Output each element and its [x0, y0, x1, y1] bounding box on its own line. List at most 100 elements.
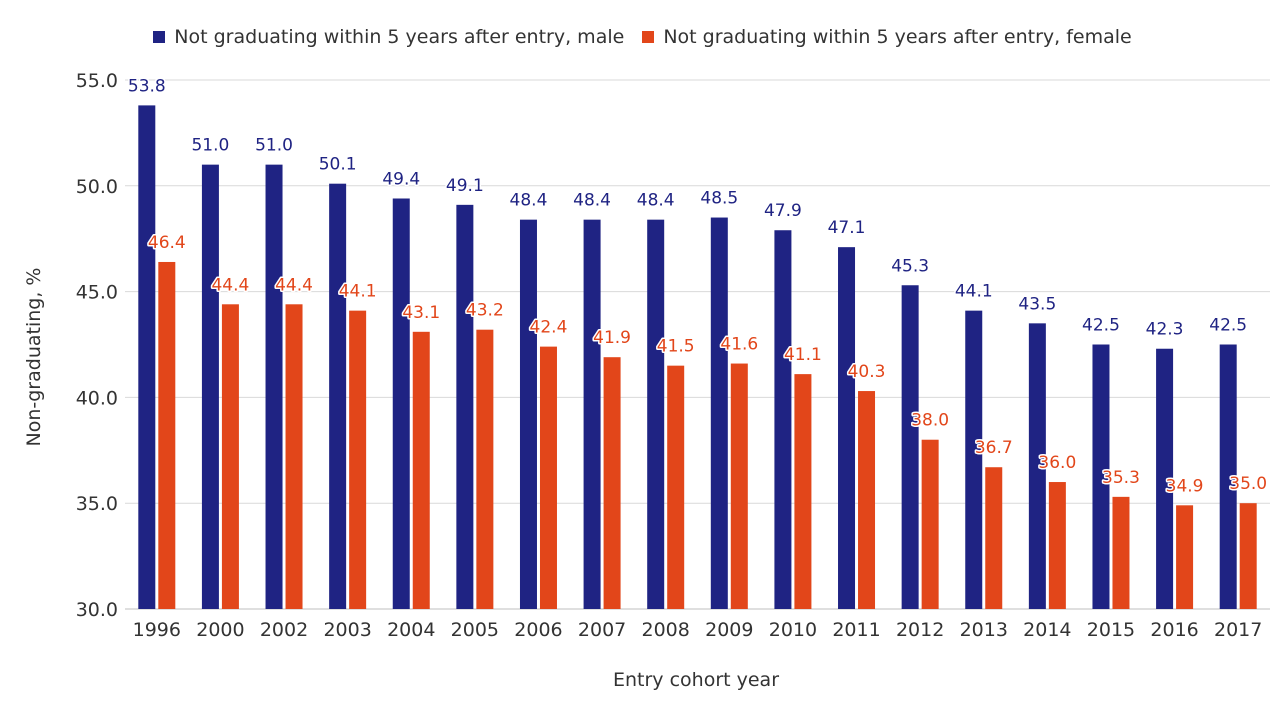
- data-label-female: 34.9: [1166, 476, 1204, 496]
- data-label-female: 38.0: [911, 411, 949, 431]
- x-tick-label: 2015: [1087, 619, 1135, 641]
- data-label-female: 44.4: [211, 275, 249, 295]
- data-label-female: 43.2: [466, 301, 504, 321]
- x-tick-label: 2003: [323, 619, 371, 641]
- y-tick-label: 40.0: [76, 387, 118, 409]
- data-label-male: 44.1: [955, 282, 993, 302]
- data-label-female: 41.9: [593, 328, 631, 348]
- y-axis-title: Non-graduating, %: [23, 268, 45, 447]
- bar-male: [774, 230, 792, 609]
- data-label-male: 48.4: [573, 191, 611, 211]
- bar-female: [412, 331, 430, 609]
- data-label-female: 46.4: [148, 233, 186, 253]
- bar-female: [539, 346, 557, 609]
- bar-female: [158, 261, 176, 609]
- data-label-male: 43.5: [1018, 294, 1056, 314]
- bar-female: [985, 467, 1003, 609]
- bar-male: [838, 247, 856, 609]
- x-tick-label: 2010: [769, 619, 817, 641]
- x-tick-label: 1996: [133, 619, 181, 641]
- data-label-female: 44.1: [339, 282, 377, 302]
- legend-label-male: Not graduating within 5 years after entr…: [174, 26, 625, 48]
- gridlines: [125, 79, 1270, 610]
- bar-female: [1176, 505, 1194, 609]
- data-label-male: 47.9: [764, 201, 802, 221]
- x-tick-label: 2016: [1150, 619, 1198, 641]
- x-tick-label: 2011: [832, 619, 880, 641]
- bar-male: [265, 164, 283, 609]
- x-tick-label: 2013: [960, 619, 1008, 641]
- bar-female: [1048, 482, 1066, 609]
- legend-label-female: Not graduating within 5 years after entr…: [663, 26, 1132, 48]
- x-axis-title: Entry cohort year: [613, 669, 779, 691]
- y-tick-label: 35.0: [76, 493, 118, 515]
- x-tick-label: 2007: [578, 619, 626, 641]
- legend-item-female[interactable]: Not graduating within 5 years after entr…: [642, 26, 1132, 48]
- bar-male: [1092, 344, 1110, 609]
- data-label-female: 36.7: [975, 438, 1013, 458]
- x-tick-label: 2017: [1214, 619, 1262, 641]
- bar-male: [456, 204, 474, 609]
- bar-female: [603, 357, 621, 609]
- bar-female: [1112, 496, 1130, 609]
- data-label-female: 41.6: [720, 335, 758, 355]
- bar-female: [221, 304, 239, 609]
- bar-female: [730, 363, 748, 609]
- x-tick-label: 2006: [514, 619, 562, 641]
- legend-item-male[interactable]: Not graduating within 5 years after entr…: [153, 26, 624, 48]
- data-label-male: 49.4: [382, 169, 420, 189]
- x-tick-label: 2000: [196, 619, 244, 641]
- data-label-male: 53.8: [128, 76, 166, 96]
- bar-male: [710, 217, 728, 610]
- x-tick-label: 2009: [705, 619, 753, 641]
- y-tick-label: 30.0: [76, 599, 118, 621]
- bar-male: [392, 198, 410, 609]
- data-label-female: 36.0: [1038, 453, 1076, 473]
- x-tick-label: 2005: [451, 619, 499, 641]
- data-label-female: 40.3: [848, 362, 886, 382]
- data-label-female: 35.0: [1229, 474, 1267, 494]
- data-label-male: 49.1: [446, 176, 484, 196]
- data-label-male: 45.3: [891, 256, 929, 276]
- chart-legend: Not graduating within 5 years after entr…: [0, 22, 1285, 52]
- bar-male: [583, 219, 601, 609]
- x-tick-label: 2012: [896, 619, 944, 641]
- bar-female: [858, 391, 876, 609]
- bar-male: [138, 105, 156, 609]
- bar-male: [1028, 323, 1046, 609]
- legend-swatch-female: [642, 31, 655, 43]
- data-label-female: 43.1: [402, 303, 440, 323]
- x-tick-label: 2014: [1023, 619, 1071, 641]
- bar-female: [667, 365, 685, 609]
- bar-female: [476, 329, 494, 609]
- data-labels: 53.8 46.4 51.0 44.4 51.0 44.4 50.1 44.1 49.4 43.1…: [126, 75, 1268, 498]
- x-tick-label: 2002: [260, 619, 308, 641]
- bar-female: [1239, 503, 1257, 609]
- data-label-male: 50.1: [319, 155, 357, 175]
- data-label-female: 35.3: [1102, 468, 1140, 488]
- bar-male: [1156, 348, 1174, 609]
- y-axis-ticks: 30.0 35.0 40.0 45.0 50.0 55.0: [76, 70, 118, 621]
- data-label-female: 41.5: [657, 337, 695, 357]
- bar-male: [329, 183, 347, 609]
- data-label-male: 42.5: [1209, 316, 1247, 336]
- data-label-male: 42.5: [1082, 316, 1120, 336]
- data-label-male: 48.4: [637, 191, 675, 211]
- data-label-male: 48.4: [510, 191, 548, 211]
- data-label-female: 44.4: [275, 275, 313, 295]
- bars: [138, 105, 1257, 610]
- bar-male: [965, 310, 983, 609]
- bar-male: [901, 285, 919, 609]
- bar-male: [519, 219, 537, 609]
- data-label-male: 47.1: [828, 218, 866, 238]
- legend-swatch-male: [153, 31, 166, 43]
- bar-female: [921, 439, 939, 609]
- y-tick-label: 45.0: [76, 282, 118, 304]
- data-label-male: 48.5: [700, 189, 738, 209]
- x-tick-label: 2008: [642, 619, 690, 641]
- data-label-male: 42.3: [1146, 320, 1184, 340]
- bar-male: [647, 219, 665, 609]
- data-label-male: 51.0: [191, 136, 229, 156]
- data-label-male: 51.0: [255, 136, 293, 156]
